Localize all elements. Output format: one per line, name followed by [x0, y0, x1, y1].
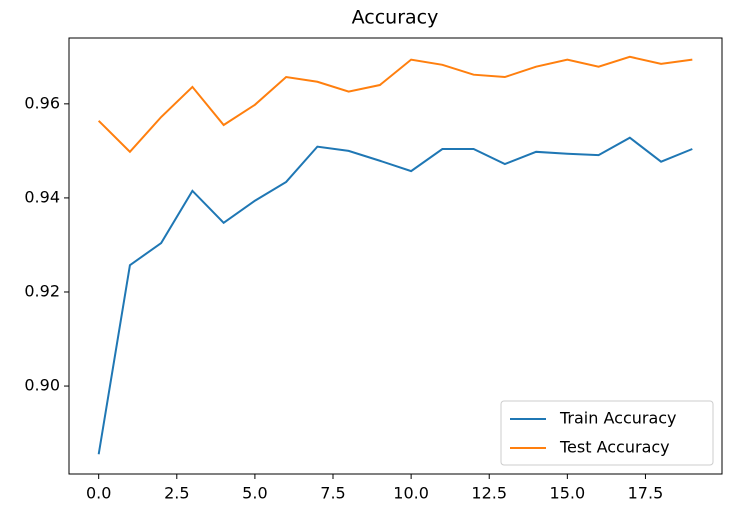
- x-tick-label: 2.5: [164, 484, 189, 503]
- y-tick-label: 0.96: [24, 93, 60, 112]
- legend-label: Test Accuracy: [559, 438, 670, 457]
- x-tick-label: 5.0: [242, 484, 267, 503]
- y-tick-label: 0.90: [24, 376, 60, 395]
- x-tick-label: 7.5: [320, 484, 345, 503]
- x-tick-label: 17.5: [628, 484, 664, 503]
- chart-title: Accuracy: [352, 7, 439, 29]
- line: [97, 136, 693, 455]
- x-tick-label: 10.0: [393, 484, 429, 503]
- legend-label: Train Accuracy: [559, 409, 677, 428]
- y-tick-label: 0.92: [24, 281, 60, 300]
- x-tick-label: 15.0: [550, 484, 586, 503]
- plot-frame: [68, 37, 723, 475]
- legend-box: [500, 400, 714, 466]
- y-tick-label: 0.94: [24, 187, 60, 206]
- line: [97, 55, 693, 154]
- x-tick-label: 12.5: [471, 484, 507, 503]
- x-tick-label: 0.0: [86, 484, 111, 503]
